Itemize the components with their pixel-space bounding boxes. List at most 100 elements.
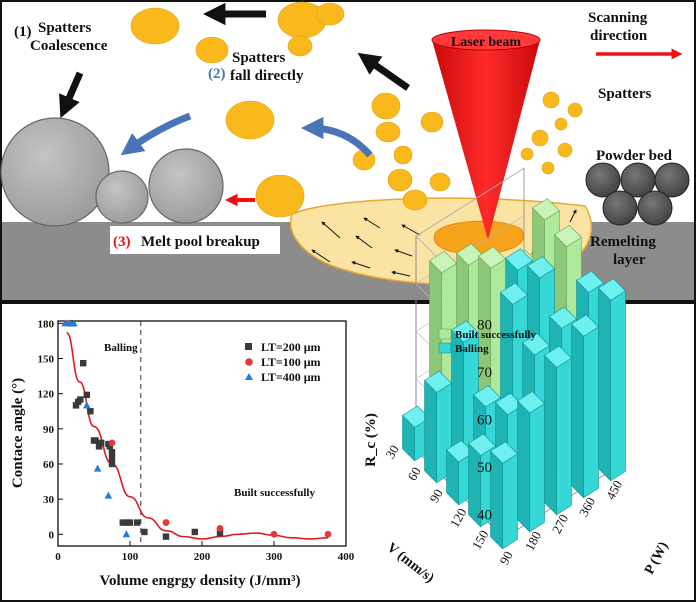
bar-v150-p180 — [517, 391, 545, 533]
data-point-lt200 — [134, 519, 141, 526]
coalescence-arrows — [59, 2, 411, 119]
top-panel: (1) Spatters Coalescence (2) Spatters fa… — [0, 0, 696, 302]
data-point-lt400 — [83, 401, 91, 409]
bars3d-legend: Built successfully Balling — [438, 328, 536, 355]
data-point-lt200 — [80, 359, 87, 367]
z-tick-label: 60 — [477, 412, 492, 428]
bar-v150-p270 — [544, 345, 572, 516]
v-tick-label: 30 — [382, 442, 401, 461]
p-tick-label: 90 — [496, 549, 515, 568]
laser-beam — [432, 40, 540, 240]
y-tick-label: 0 — [49, 529, 55, 541]
data-point-lt200 — [216, 529, 224, 537]
label-breakup-num: (3) — [113, 234, 131, 250]
data-point-lt400 — [61, 319, 69, 327]
powder-bed — [585, 162, 690, 226]
legend-label-built: Built successfully — [455, 329, 536, 341]
annotation-built: Built successfully — [234, 487, 315, 499]
y-tick-label: 90 — [43, 424, 55, 436]
arrow-to-top — [357, 52, 411, 91]
arrow-down-left — [59, 71, 84, 119]
coalesced-sphere-small — [95, 170, 149, 224]
remelt-label-2: layer — [613, 252, 646, 268]
fall-arrows — [120, 112, 373, 158]
x-tick-label: 300 — [266, 551, 283, 563]
data-point-lt200 — [108, 454, 116, 462]
y-tick-label: 150 — [38, 354, 55, 366]
remelt-label-1: Remelting — [590, 234, 656, 250]
scatter-ylabel: Contace angle (°) — [10, 378, 26, 488]
melt-core — [433, 220, 525, 255]
z-tick-label: 50 — [477, 460, 492, 476]
bar-v150-p90 — [490, 441, 518, 550]
spatters-label: Spatters — [598, 86, 651, 102]
scanning-label-1: Scanning — [588, 10, 648, 26]
data-point-lt400 — [122, 530, 131, 538]
data-point-lt200 — [106, 443, 114, 450]
scatter-points — [61, 319, 332, 540]
data-point-lt100 — [216, 525, 224, 532]
blue-arrow-left — [120, 112, 192, 156]
data-point-lt200 — [123, 519, 130, 526]
data-point-lt200 — [108, 449, 116, 456]
legend-label-lt200: LT=200 μm — [261, 340, 321, 354]
x-tick-label: 200 — [194, 551, 211, 563]
z-tick-label: 40 — [477, 507, 492, 523]
label-fall-num: (2) — [208, 66, 226, 82]
y-tick-label: 180 — [38, 318, 55, 330]
blue-arrow-right — [301, 116, 373, 158]
scatter-xlabel: Volume engrgy density (J/mm³) — [99, 573, 300, 589]
bar-v90-p90 — [446, 440, 474, 506]
scanning-label-2: direction — [590, 28, 648, 44]
legend-label-lt400: LT=400 μm — [261, 370, 321, 384]
coalesced-sphere-large — [0, 117, 110, 227]
data-point-lt200 — [141, 528, 148, 536]
label-breakup: Melt pool breakup — [141, 234, 260, 250]
legend-marker-lt100 — [245, 358, 253, 366]
data-point-lt100 — [324, 530, 332, 538]
bars3d-zlabel: R_c (%) — [363, 413, 379, 467]
legend-marker-lt200 — [245, 343, 252, 350]
legend-label-lt100: LT=100 μm — [261, 355, 321, 369]
label-coalescence-1: Spatters — [38, 20, 91, 36]
laser-label: Laser beam — [451, 35, 521, 50]
bars3d-bars — [402, 198, 626, 550]
legend-marker-lt400 — [245, 373, 253, 380]
v-tick-label: 60 — [404, 464, 423, 483]
y-tick-label: 60 — [43, 459, 55, 471]
data-point-lt400 — [70, 319, 78, 327]
scatter-ticks: 0 100 200 300 400 0 30 60 90 120 150 180 — [38, 318, 355, 563]
data-point-lt200 — [87, 408, 94, 415]
x-tick-label: 100 — [122, 551, 139, 563]
data-point-lt400 — [104, 491, 113, 499]
bar-v150-p360 — [571, 314, 599, 499]
data-point-lt100 — [270, 530, 278, 538]
laser-beam-top — [431, 29, 541, 51]
powder-label: Powder bed — [596, 148, 673, 164]
legend-swatch-balling — [438, 342, 452, 354]
data-point-lt200 — [72, 402, 80, 409]
data-point-lt100 — [162, 519, 170, 526]
label-coalescence-num: (1) — [14, 24, 32, 40]
data-point-lt200 — [126, 519, 134, 526]
x-tick-label: 0 — [55, 551, 61, 563]
legend-swatch-built — [438, 328, 452, 340]
y-tick-label: 30 — [43, 494, 55, 506]
data-point-lt200 — [95, 443, 103, 450]
data-point-lt100 — [108, 439, 116, 447]
coalesced-sphere-medium — [148, 148, 224, 224]
bar-v150-p450 — [598, 278, 626, 482]
data-point-lt200 — [83, 391, 90, 399]
data-point-lt200 — [98, 439, 105, 447]
v-tick-label: 90 — [426, 486, 445, 505]
data-point-lt200 — [77, 396, 84, 403]
contact-angle-chart: 0 100 200 300 400 0 30 60 90 120 150 180 Balling Bu… — [10, 318, 355, 589]
breakup-label-box — [110, 226, 280, 254]
legend-label-balling: Balling — [455, 343, 489, 355]
scatter-legend: LT=200 μm LT=100 μm LT=400 μm — [245, 340, 321, 384]
z-tick-label: 70 — [477, 365, 492, 381]
data-point-lt200 — [162, 533, 170, 540]
